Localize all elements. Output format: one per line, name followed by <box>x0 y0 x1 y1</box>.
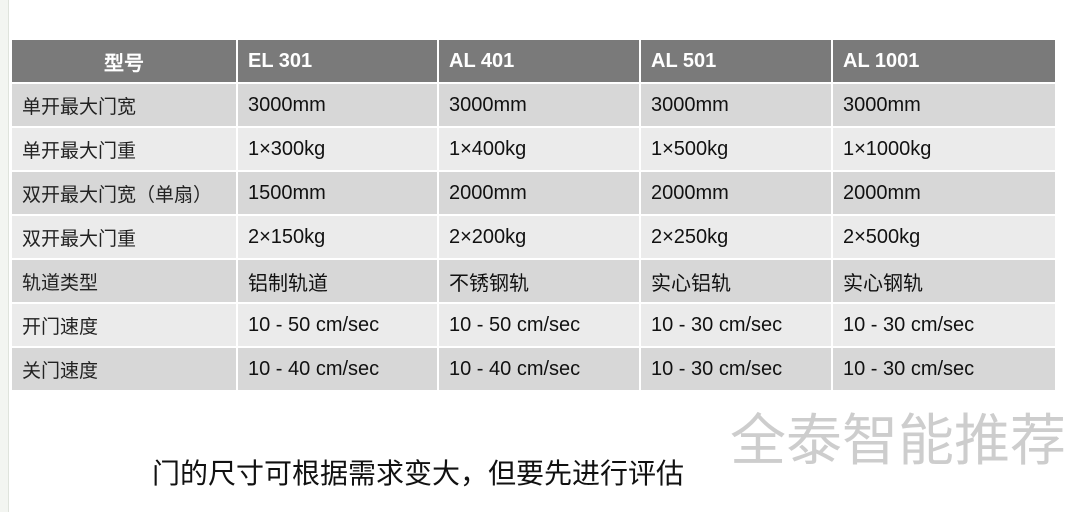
table-cell: 10 - 30 cm/sec <box>639 346 833 392</box>
table-cell: 1×1000kg <box>831 126 1057 172</box>
header-cell: EL 301 <box>236 38 439 84</box>
table-cell: 1×500kg <box>639 126 833 172</box>
table-cell: 10 - 50 cm/sec <box>236 302 439 348</box>
header-cell: AL 1001 <box>831 38 1057 84</box>
table-cell: 10 - 50 cm/sec <box>437 302 641 348</box>
table-cell: 2×150kg <box>236 214 439 260</box>
table-row: 开门速度 10 - 50 cm/sec 10 - 50 cm/sec 10 - 30 … <box>10 302 1057 348</box>
table-row: 双开最大门宽（单扇） 1500mm 2000mm 2000mm 2000mm <box>10 170 1057 216</box>
row-label: 单开最大门宽 <box>10 82 238 128</box>
table-cell: 2×250kg <box>639 214 833 260</box>
row-label: 轨道类型 <box>10 258 238 304</box>
header-cell: AL 401 <box>437 38 641 84</box>
table-row: 双开最大门重 2×150kg 2×200kg 2×250kg 2×500kg <box>10 214 1057 260</box>
table-cell: 10 - 30 cm/sec <box>639 302 833 348</box>
row-label: 双开最大门宽（单扇） <box>10 170 238 216</box>
table-cell: 实心铝轨 <box>639 258 833 304</box>
table-row: 关门速度 10 - 40 cm/sec 10 - 40 cm/sec 10 - 30 … <box>10 346 1057 392</box>
table-cell: 1×400kg <box>437 126 641 172</box>
table-cell: 3000mm <box>639 82 833 128</box>
row-label: 双开最大门重 <box>10 214 238 260</box>
table-row: 轨道类型 铝制轨道 不锈钢轨 实心铝轨 实心钢轨 <box>10 258 1057 304</box>
caption: 门的尺寸可根据需求变大，但要先进行评估 <box>152 457 685 490</box>
table-cell: 2×200kg <box>437 214 641 260</box>
table-cell: 10 - 40 cm/sec <box>236 346 439 392</box>
left-edge <box>0 0 9 512</box>
table-cell: 不锈钢轨 <box>437 258 641 304</box>
table-cell: 2000mm <box>437 170 641 216</box>
header-cell: 型号 <box>10 38 238 84</box>
table-cell: 3000mm <box>437 82 641 128</box>
table-cell: 实心钢轨 <box>831 258 1057 304</box>
header-row: 型号 EL 301 AL 401 AL 501 AL 1001 <box>10 38 1057 84</box>
table-cell: 10 - 30 cm/sec <box>831 302 1057 348</box>
table-row: 单开最大门重 1×300kg 1×400kg 1×500kg 1×1000kg <box>10 126 1057 172</box>
table-cell: 10 - 40 cm/sec <box>437 346 641 392</box>
table-cell: 1500mm <box>236 170 439 216</box>
table-cell: 2000mm <box>831 170 1057 216</box>
spec-table: 型号 EL 301 AL 401 AL 501 AL 1001 单开最大门宽 30… <box>10 38 1057 392</box>
header-cell: AL 501 <box>639 38 833 84</box>
table-cell: 2×500kg <box>831 214 1057 260</box>
watermark: 全泰智能推荐 <box>730 409 1066 474</box>
row-label: 关门速度 <box>10 346 238 392</box>
row-label: 开门速度 <box>10 302 238 348</box>
table-cell: 1×300kg <box>236 126 439 172</box>
table-cell: 铝制轨道 <box>236 258 439 304</box>
row-label: 单开最大门重 <box>10 126 238 172</box>
table-row: 单开最大门宽 3000mm 3000mm 3000mm 3000mm <box>10 82 1057 128</box>
table-cell: 3000mm <box>236 82 439 128</box>
table-cell: 3000mm <box>831 82 1057 128</box>
table-cell: 2000mm <box>639 170 833 216</box>
table-body: 单开最大门宽 3000mm 3000mm 3000mm 3000mm 单开最大门重 1×30… <box>10 82 1057 392</box>
table-cell: 10 - 30 cm/sec <box>831 346 1057 392</box>
